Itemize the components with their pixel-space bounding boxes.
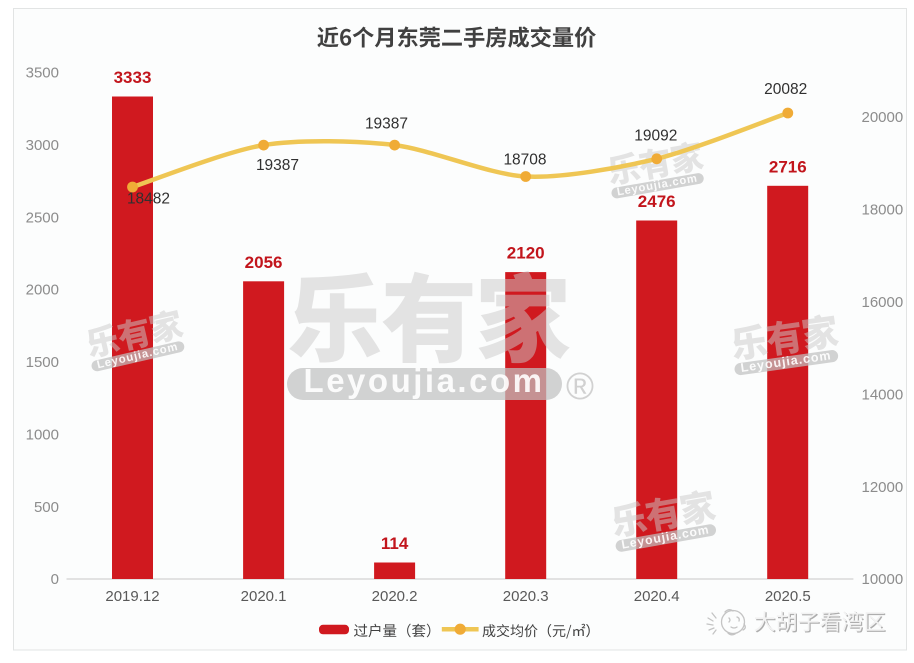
svg-text:1000: 1000 (26, 426, 59, 443)
svg-text:18000: 18000 (862, 201, 904, 218)
svg-text:18482: 18482 (127, 191, 170, 208)
svg-text:14000: 14000 (862, 386, 904, 403)
svg-text:1500: 1500 (26, 354, 59, 371)
svg-text:19092: 19092 (634, 128, 677, 145)
svg-text:2000: 2000 (26, 282, 59, 299)
svg-text:20000: 20000 (862, 109, 904, 126)
svg-text:®: ® (566, 366, 594, 408)
svg-text:2500: 2500 (26, 209, 59, 226)
svg-text:2020.4: 2020.4 (634, 588, 680, 605)
svg-text:16000: 16000 (862, 294, 904, 311)
svg-text:0: 0 (51, 571, 59, 588)
svg-text:3000: 3000 (26, 137, 59, 154)
svg-text:10000: 10000 (862, 571, 904, 588)
svg-text:2056: 2056 (245, 253, 283, 272)
svg-text:19387: 19387 (365, 116, 408, 133)
svg-text:19387: 19387 (256, 157, 299, 174)
svg-text:2716: 2716 (769, 157, 807, 176)
svg-text:2019.12: 2019.12 (105, 588, 159, 605)
svg-text:18708: 18708 (503, 152, 546, 169)
svg-text:2020.1: 2020.1 (241, 588, 287, 605)
svg-text:20082: 20082 (764, 81, 807, 98)
svg-text:2020.3: 2020.3 (503, 588, 549, 605)
svg-text:2020.5: 2020.5 (765, 588, 811, 605)
svg-text:12000: 12000 (862, 479, 904, 496)
svg-text:2476: 2476 (638, 192, 676, 211)
svg-text:3333: 3333 (114, 68, 152, 87)
svg-text:3500: 3500 (26, 65, 59, 82)
svg-text:500: 500 (34, 499, 59, 516)
svg-text:2020.2: 2020.2 (372, 588, 418, 605)
svg-text:2120: 2120 (507, 244, 545, 263)
svg-text:114: 114 (381, 534, 409, 553)
